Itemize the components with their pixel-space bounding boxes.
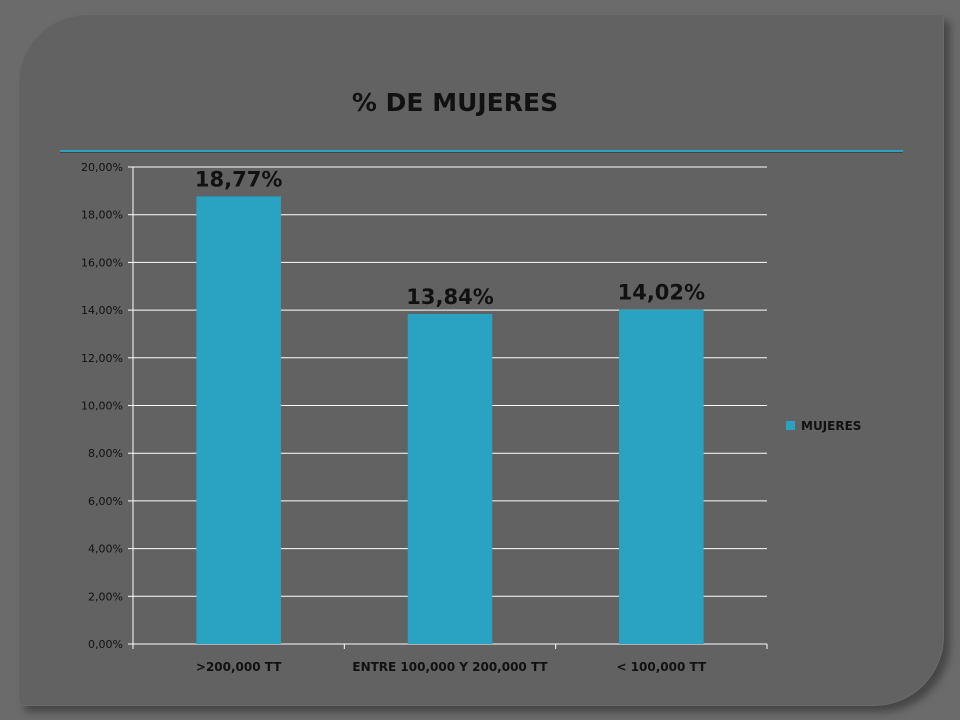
x-category-label: >200,000 TT	[196, 660, 282, 674]
x-category-label: < 100,000 TT	[616, 660, 707, 674]
bar	[196, 196, 281, 644]
data-label: 18,77%	[195, 167, 282, 191]
y-tick-label: 10,00%	[81, 400, 123, 413]
y-tick-label: 2,00%	[88, 590, 123, 603]
legend-swatch	[786, 421, 795, 430]
data-labels: 18,77% 13,84% 14,02%	[195, 167, 705, 309]
y-tick-label: 14,00%	[81, 304, 123, 317]
legend: MUJERES	[786, 419, 861, 433]
title-divider	[60, 150, 903, 152]
bars	[196, 196, 704, 644]
y-tick-label: 20,00%	[81, 161, 123, 174]
y-tick-label: 18,00%	[81, 209, 123, 222]
y-tick-label: 0,00%	[88, 638, 123, 651]
data-label: 13,84%	[406, 285, 493, 309]
y-tick-label: 8,00%	[88, 447, 123, 460]
y-tick-label: 16,00%	[81, 256, 123, 269]
chart-title: % DE MUJERES	[351, 88, 559, 117]
y-tick-label: 4,00%	[88, 543, 123, 556]
data-label: 14,02%	[618, 281, 705, 305]
legend-label: MUJERES	[801, 419, 861, 433]
bar	[619, 309, 704, 644]
y-tick-label: 12,00%	[81, 352, 123, 365]
x-category-label: ENTRE 100,000 Y 200,000 TT	[352, 660, 548, 674]
y-tick-label: 6,00%	[88, 495, 123, 508]
bar	[407, 313, 493, 644]
